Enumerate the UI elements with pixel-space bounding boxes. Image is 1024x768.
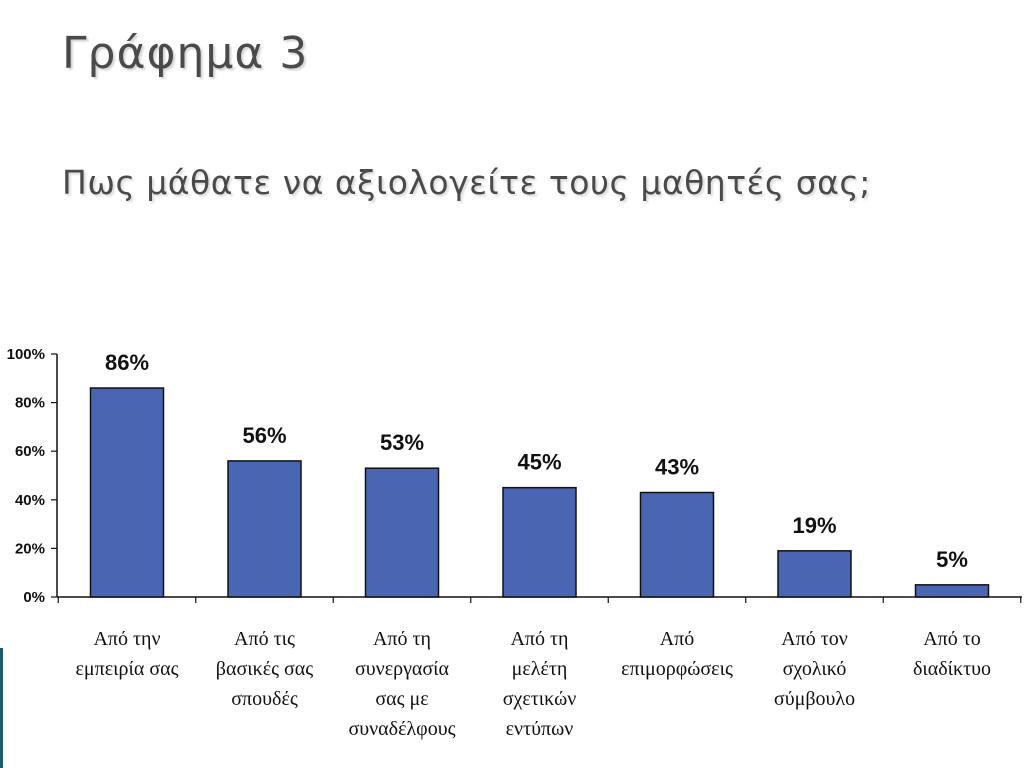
category-label-5: Από	[660, 628, 695, 650]
category-label-1: εμπειρία σας	[75, 658, 178, 680]
left-accent-bar	[0, 648, 3, 768]
category-label-3: σας με	[375, 688, 428, 710]
category-label-2: σπουδές	[231, 688, 298, 710]
y-tick-label: 60%	[15, 443, 45, 460]
y-tick-label: 0%	[23, 589, 45, 606]
category-label-4: Από τη	[510, 628, 568, 650]
category-label-2: βασικές σας	[216, 658, 313, 680]
category-label-6: Από τον	[781, 628, 848, 650]
bar-6	[777, 550, 852, 598]
data-label-3: 53%	[380, 430, 424, 455]
bar-3	[364, 467, 440, 598]
category-label-4: μελέτη	[512, 658, 568, 680]
category-label-6: σχολικό	[783, 658, 847, 680]
data-label-1: 86%	[105, 350, 149, 375]
bar-7	[914, 584, 990, 598]
data-label-4: 45%	[517, 450, 561, 475]
data-label-7: 5%	[936, 547, 968, 572]
slide-subtitle: Πως μάθατε να αξιολογείτε τους μαθητές σ…	[62, 163, 871, 202]
category-label-3: Από τη	[373, 628, 431, 650]
category-label-3: συναδέλφους	[348, 718, 455, 740]
slide-title: Γράφημα 3	[62, 28, 309, 79]
category-label-7: διαδίκτυο	[913, 658, 991, 680]
category-label-2: Από τις	[234, 628, 295, 650]
bar-2	[227, 460, 302, 598]
y-tick-label: 80%	[15, 395, 45, 412]
data-label-6: 19%	[792, 513, 836, 538]
category-label-1: Από την	[93, 628, 160, 650]
bar-1	[89, 387, 165, 598]
category-label-4: εντύπων	[506, 718, 574, 740]
category-label-4: σχετικών	[503, 688, 577, 710]
category-label-7: Από το	[923, 628, 981, 650]
bar-4	[502, 486, 577, 598]
category-label-5: επιμορφώσεις	[621, 658, 733, 680]
data-label-2: 56%	[242, 423, 286, 448]
data-label-5: 43%	[655, 455, 699, 480]
bar-5	[639, 491, 715, 598]
y-tick-label: 40%	[15, 492, 45, 509]
y-tick-label: 100%	[7, 346, 45, 363]
category-label-3: συνεργασία	[355, 658, 450, 680]
bar-chart: 0% 20% 40% 60% 80% 100% 86% Από την εμπειρία σας…	[7, 346, 1022, 740]
category-label-6: σύμβουλο	[774, 688, 855, 710]
y-tick-label: 20%	[15, 540, 45, 557]
